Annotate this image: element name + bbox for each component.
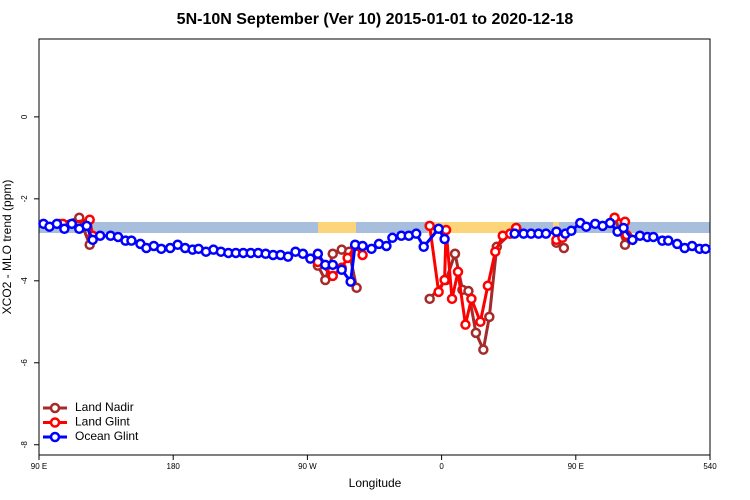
point (466, 293, 477, 305)
point (671, 238, 683, 250)
point (433, 223, 444, 235)
point (357, 240, 368, 252)
point (627, 234, 638, 246)
point (418, 241, 429, 253)
x-tick-label: 90 E (568, 462, 584, 471)
point (475, 316, 486, 328)
x-tick-label: 90 W (298, 462, 317, 471)
y-axis-label: XCO2 - MLO trend (ppm) (0, 180, 14, 315)
legend-marker (49, 417, 61, 428)
y-tick-label: -4 (20, 277, 29, 285)
point (490, 246, 501, 257)
point (126, 235, 137, 246)
plot: 90 E 180 90 W 0 90 E 540 0 -2 -4 -6 -8 (20, 114, 717, 471)
point (59, 223, 70, 235)
land-band (318, 222, 356, 233)
point (424, 220, 435, 232)
x-tick-label: 540 (703, 462, 717, 471)
point (297, 248, 309, 260)
x-tick-label: 90 E (31, 462, 47, 471)
y-tick-label: -2 (20, 195, 29, 203)
point (312, 248, 324, 260)
point (509, 228, 520, 239)
point (66, 218, 78, 230)
point (551, 226, 562, 237)
point (580, 221, 592, 232)
x-axis-label: Longitude (349, 476, 402, 490)
point (439, 233, 450, 245)
point (327, 270, 338, 282)
point (482, 280, 494, 291)
legend-label: Land Glint (75, 415, 130, 429)
point (156, 243, 167, 255)
point (566, 225, 577, 237)
point (484, 311, 495, 323)
legend-label: Ocean Glint (75, 429, 139, 443)
point (648, 231, 659, 243)
legend-marker (49, 431, 61, 443)
point (320, 274, 331, 286)
point (618, 222, 629, 234)
y-tick-label: -8 (20, 441, 29, 449)
x-tick-label: 180 (167, 462, 181, 471)
point (604, 217, 616, 229)
point (446, 293, 458, 305)
point (439, 274, 450, 286)
point (81, 220, 92, 232)
ocean-band (39, 222, 710, 233)
point (342, 252, 353, 264)
point (336, 264, 347, 275)
point (470, 327, 482, 339)
point (411, 228, 422, 239)
point (366, 243, 377, 255)
point (662, 235, 674, 246)
point (327, 248, 338, 260)
land-band (428, 222, 516, 233)
point (700, 243, 711, 255)
y-tick-label: -6 (20, 359, 29, 367)
point (305, 253, 316, 264)
point (433, 286, 444, 298)
point (357, 249, 368, 261)
point (327, 259, 338, 271)
point (424, 293, 435, 305)
point (452, 266, 464, 278)
point (345, 276, 356, 287)
point (540, 228, 552, 239)
point (87, 234, 98, 246)
point (282, 251, 294, 262)
point (449, 248, 461, 260)
chart-title: 5N-10N September (Ver 10) 2015-01-01 to … (177, 11, 574, 28)
point (351, 282, 362, 294)
y-tick-label: 0 (20, 114, 29, 119)
point (558, 242, 570, 254)
point (381, 240, 392, 252)
point (51, 218, 63, 230)
point (478, 344, 489, 355)
x-tick-label: 0 (439, 462, 444, 471)
point (460, 319, 471, 330)
point (387, 232, 398, 244)
legend-label: Land Nadir (75, 400, 134, 414)
legend-marker (49, 402, 61, 414)
point (94, 230, 106, 241)
